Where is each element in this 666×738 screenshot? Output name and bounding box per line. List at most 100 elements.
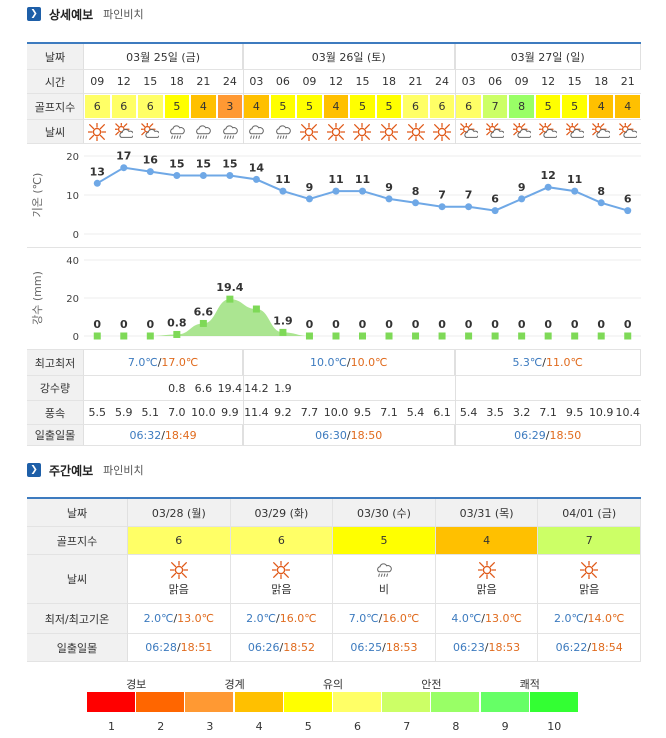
temperature-y-tick: 10 [66,191,79,202]
rain-point [199,319,207,327]
legend-color-4 [234,692,284,712]
temp-point [465,203,473,211]
rain-cloud-icon [169,124,185,139]
legend-color-7 [382,692,432,712]
temperature-data-label: 7 [438,189,446,202]
rainfall-row: 강수량 0.8 6.6 19.4 14.2 1.9 [27,376,641,401]
golf-index-value: 7 [482,95,508,118]
rain-point [173,330,181,338]
time-slot: 06 [275,75,290,88]
weekly-weather: 비 [333,555,436,604]
rainfall-value: 0.8 [168,381,186,395]
temperature-data-label: 15 [169,158,184,171]
temperature-data-label: 11 [328,173,343,186]
day-date: 03월 25일 (금) [84,44,244,69]
rain-point [544,332,552,340]
min-max-label: 최고최저 [27,350,84,375]
golf-index-value: 5 [376,95,402,118]
precipitation-data-label: 0 [93,318,101,331]
sunset-time: 18:51 [180,641,213,654]
sun-icon [433,122,452,141]
legend-number: 9 [501,720,509,733]
temperature-data-label: 15 [222,158,237,171]
golf-index-value: 4 [191,95,216,118]
temperature-y-tick: 0 [73,230,79,241]
weekly-weather-desc: 맑음 [579,583,600,596]
golf-index-value: 5 [164,95,190,118]
time-slot: 15 [143,75,158,88]
separator: / [276,612,280,625]
separator: / [542,356,547,369]
weekly-golf-index: 5 [333,527,436,555]
sunset-time: 18:54 [591,641,623,654]
wind-value: 9.5 [353,406,372,419]
weekly-weather-desc: 맑음 [476,583,497,596]
legend-color-1 [87,692,136,712]
time-slot: 03 [461,75,476,88]
legend-number: 2 [157,720,165,733]
cloud-sun-icon [459,122,478,138]
time-slot: 21 [408,75,423,88]
weekly-minmax-label: 최저/최고기온 [27,604,128,634]
day-divider [243,44,245,144]
max-temp: 17.0℃ [161,356,199,369]
weekly-sun-times: 06:22/18:54 [538,634,641,662]
legend-number: 5 [304,720,312,733]
time-label: 시간 [27,70,84,93]
wind-value: 10.0 [191,406,216,419]
weekly-date: 03/29 (화) [230,499,334,527]
temperature-chart-row: 기온 (℃) 0 10 20 13 17 16 15 15 15 14 11 9 11 11 9 8 7 7 6 9 12… [27,144,641,248]
rainfall-value [376,376,403,400]
rain-point [385,332,393,340]
weekly-section-location: 파인비치 [103,464,144,477]
rainfall-label: 강수량 [27,376,84,400]
rainfall-value: 19.4 [217,381,243,395]
temp-point [624,207,632,215]
sun-icon [406,122,425,141]
temperature-data-label: 11 [567,173,582,186]
day-divider [455,350,457,446]
rain-cloud-icon [249,124,265,139]
legend-level-name: 경보 [126,678,147,691]
weather-cell [217,120,244,143]
weekly-sun-times: 06:25/18:53 [333,634,436,662]
day-date: 03월 26일 (토) [243,44,456,69]
separator: / [346,428,351,442]
rainfall-value [455,376,482,400]
weather-cell [402,120,429,143]
wind-value: 9.2 [274,406,292,419]
temperature-data-label: 7 [465,189,473,202]
separator: / [545,428,550,442]
precipitation-data-label: 0 [597,318,605,331]
rain-point [146,332,154,340]
temperature-data-label: 11 [355,173,370,186]
weather-cell [614,120,641,143]
min-temp: 2.0℃ [553,612,584,625]
rainfall-value [296,376,323,400]
legend-color-2 [136,692,186,712]
weekly-sun-label: 일출일몰 [27,634,128,662]
precipitation-data-label: 0 [518,318,526,331]
weather-cell [429,120,456,143]
sunset-time: 18:53 [385,641,418,654]
golf-index-value: 6 [85,95,110,118]
precipitation-data-label: 0 [491,318,499,331]
sun-icon [272,561,291,579]
detail-section-title: 상세예보 [49,7,94,22]
legend-number: 10 [547,720,562,733]
temp-point [93,179,101,187]
time-slot: 21 [196,75,211,88]
precipitation-data-label: 0 [412,318,420,331]
wind-value: 5.4 [406,406,425,419]
temp-point [305,195,313,203]
golf-index-value: 5 [350,95,375,118]
weekly-weather-label: 날씨 [27,555,128,604]
wind-row: 풍속 5.5 5.9 5.1 7.0 10.0 9.9 11.4 9.2 7.7 10.0 9.5 7.… [27,401,641,425]
wind-value: 10.0 [323,406,349,419]
wind-value: 11.4 [244,406,269,419]
precipitation-data-label: 0 [332,318,340,331]
rainfall-value [535,376,562,400]
sunrise-time: 06:28 [145,641,177,654]
weekly-golf-index: 7 [538,527,641,555]
sun-icon [477,561,496,579]
